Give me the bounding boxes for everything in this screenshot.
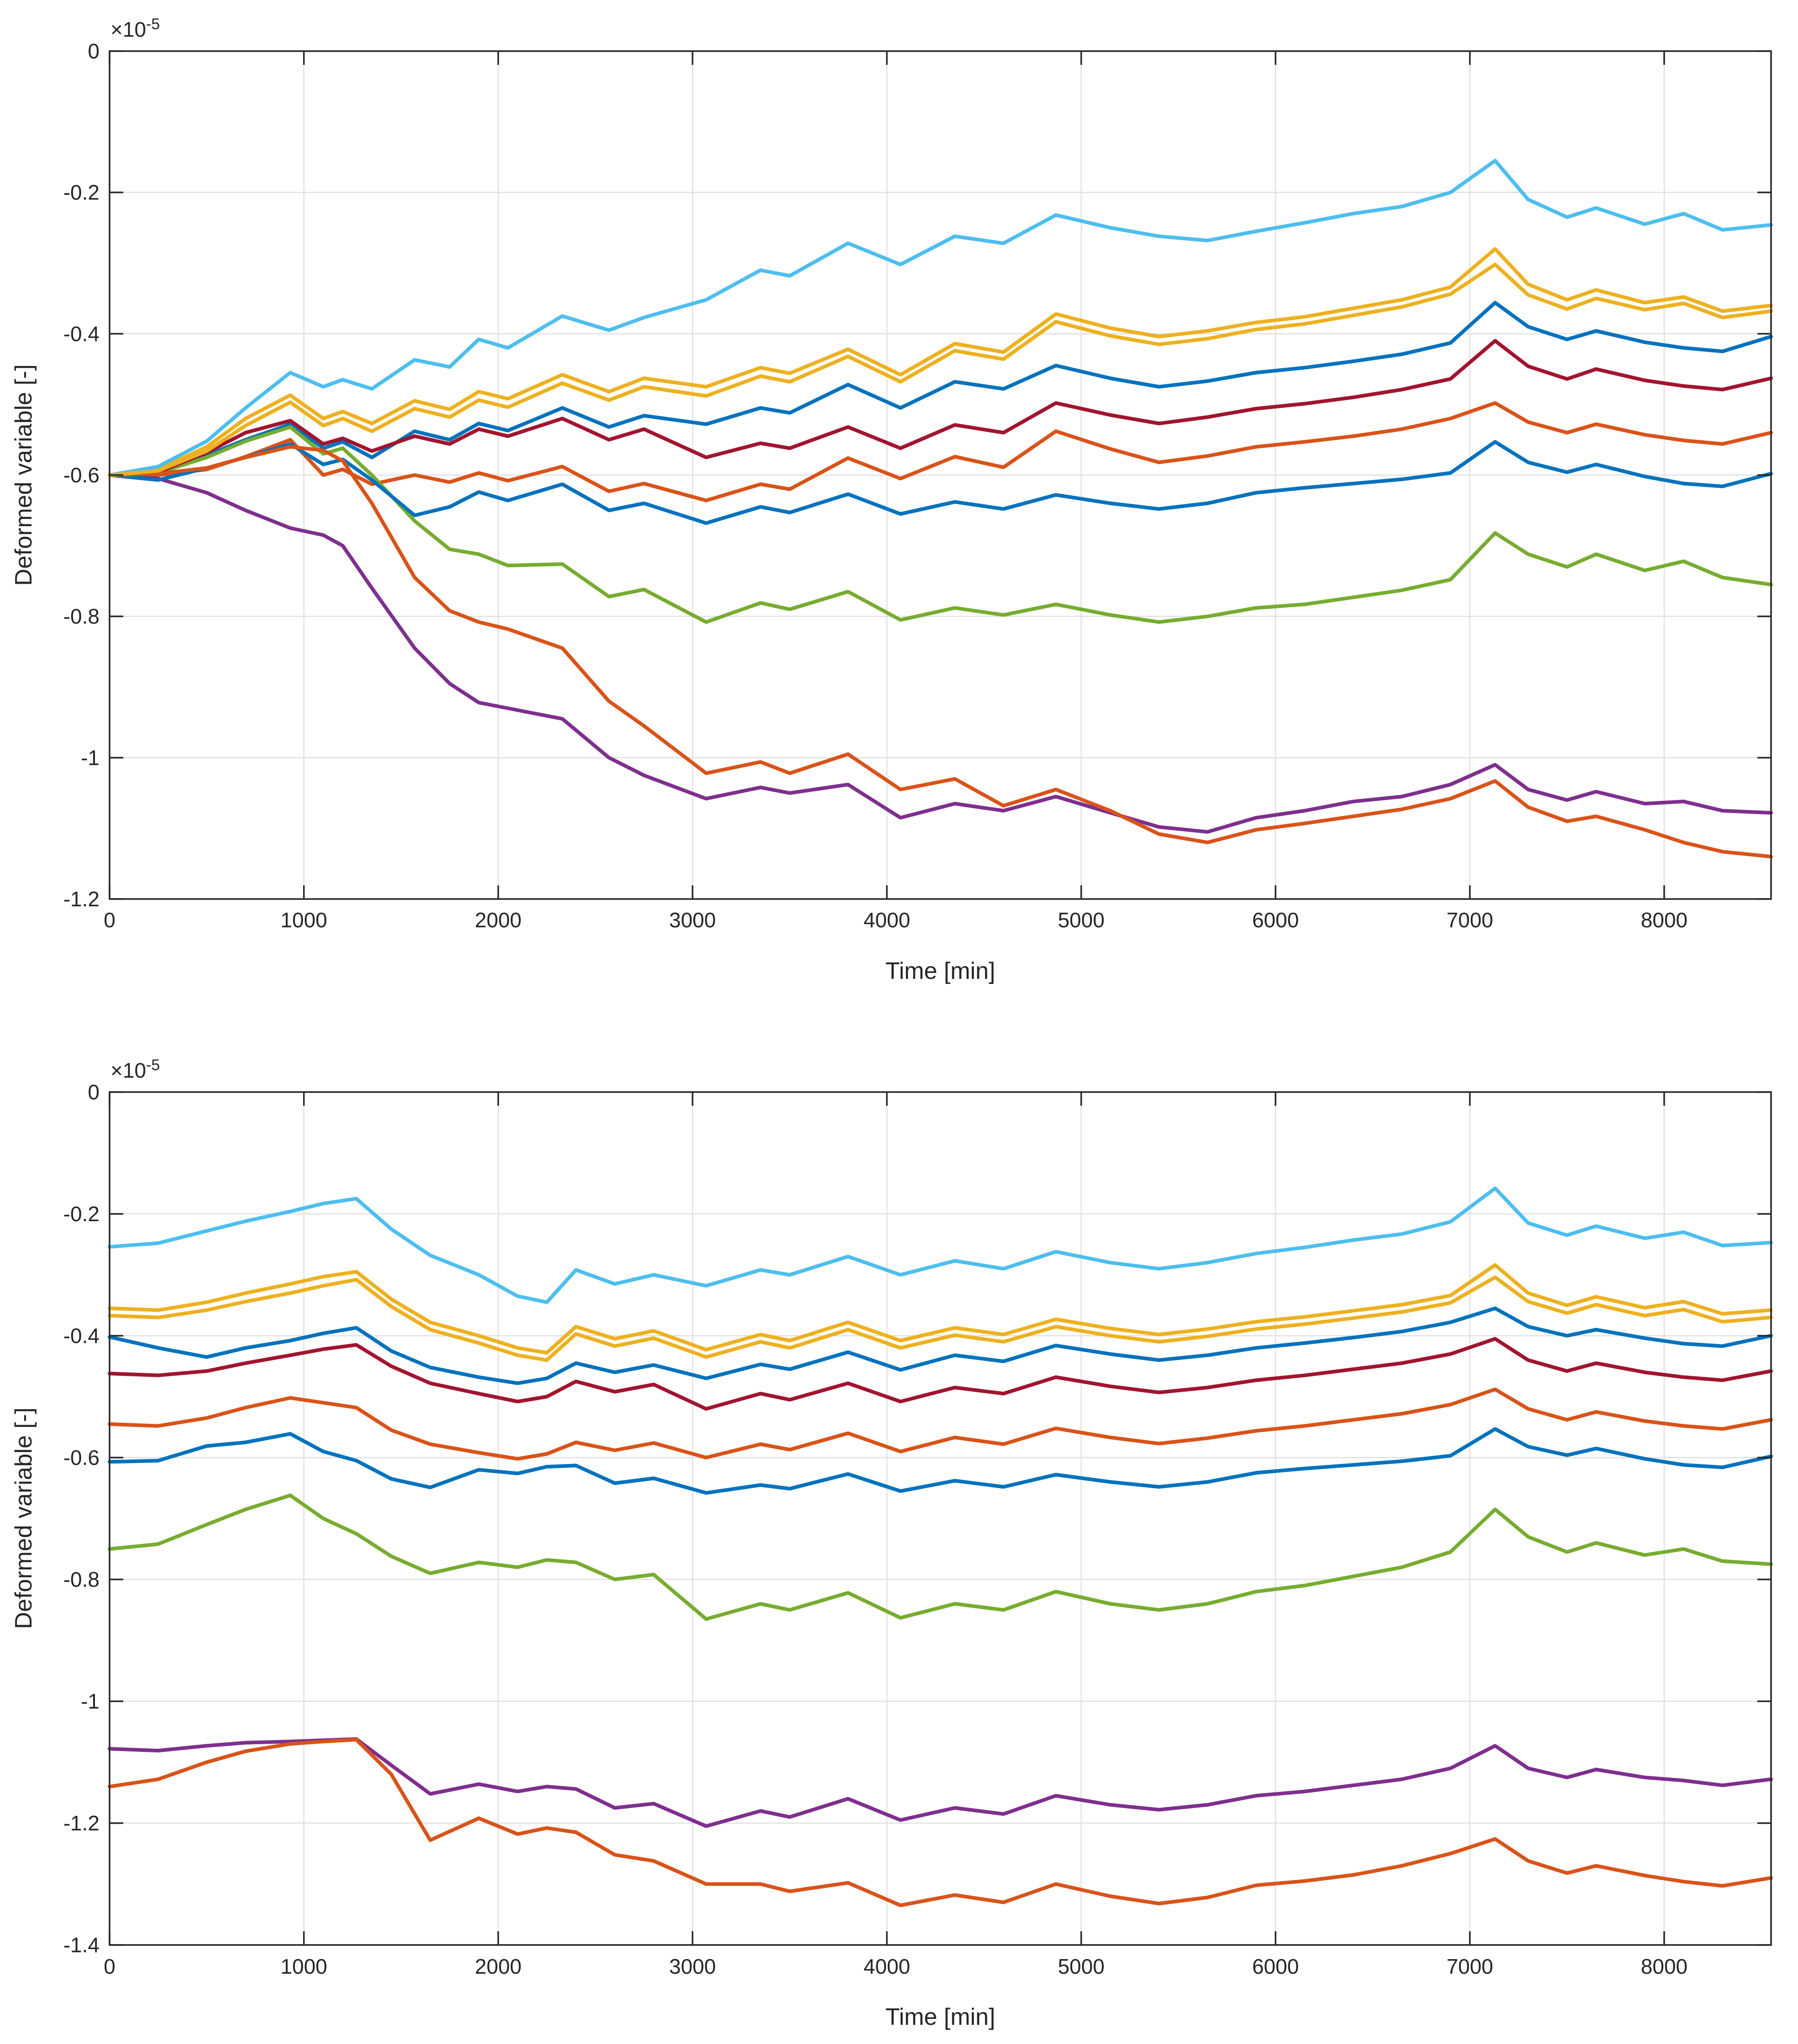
y-tick-label: -1.2 (63, 887, 100, 911)
y-tick-label: -0.6 (63, 463, 100, 487)
x-tick-label: 4000 (864, 908, 910, 932)
series-line-5-green (108, 425, 1773, 624)
series-line-1-blue (108, 1306, 1773, 1385)
series-line-3-yellow (108, 247, 1773, 477)
x-tick-label: 0 (104, 908, 115, 932)
x-tick-label: 7000 (1447, 908, 1493, 932)
y-axis-label-top: Deformed variable [-] (10, 364, 37, 586)
y-tick-label: -0.4 (63, 1324, 100, 1348)
x-tick-label: 6000 (1252, 908, 1299, 932)
x-tick-label: 8000 (1641, 908, 1688, 932)
x-axis-label-top: Time [min] (885, 958, 996, 984)
y-tick-label: 0 (88, 1080, 100, 1104)
y-tick-label: -0.2 (63, 1202, 100, 1226)
x-tick-label: 3000 (669, 908, 716, 932)
y-tick-label: -1.4 (63, 1933, 100, 1957)
x-tick-label: 7000 (1447, 1955, 1493, 1978)
x-tick-label: 5000 (1058, 908, 1104, 932)
series-line-6-cyan (108, 159, 1773, 477)
series-line-7-maroon (108, 339, 1773, 477)
y-axis-exponent-top: ×10-5 (110, 16, 160, 42)
y-tick-label: -1 (81, 746, 100, 769)
series-line-2-orange (108, 1387, 1773, 1461)
series-line-5-green (108, 1493, 1773, 1621)
x-tick-label: 1000 (281, 1955, 327, 1978)
y-tick-label: -0.8 (63, 1568, 100, 1591)
y-tick-label: -0.4 (63, 322, 100, 345)
x-axis-label-bottom: Time [min] (885, 2004, 996, 2030)
x-tick-label: 8000 (1641, 1955, 1688, 1978)
series-line-4-purple (108, 473, 1773, 834)
x-tick-label: 1000 (281, 908, 327, 932)
y-tick-label: 0 (88, 39, 100, 63)
series-line-6-cyan (108, 1186, 1773, 1304)
axes-box (109, 1091, 1772, 1946)
series-line-1-blue (108, 301, 1773, 477)
y-axis-label-bottom: Deformed variable [-] (10, 1407, 37, 1629)
x-tick-label: 2000 (475, 1955, 521, 1978)
series-line-10-yellow (108, 262, 1773, 477)
y-tick-label: -0.8 (63, 605, 100, 628)
y-tick-label: -1 (81, 1689, 100, 1713)
series-line-8-blue (108, 1427, 1773, 1495)
x-tick-label: 0 (104, 1955, 115, 1978)
series-line-10-yellow (108, 1275, 1773, 1362)
series-line-9-orange (108, 445, 1773, 859)
x-tick-label: 5000 (1058, 1955, 1104, 1978)
y-tick-label: -0.2 (63, 181, 100, 204)
series-line-7-maroon (108, 1337, 1773, 1411)
series-line-4-purple (108, 1737, 1773, 1828)
y-axis-exponent-bottom: ×10-5 (110, 1056, 160, 1082)
x-tick-label: 3000 (669, 1955, 716, 1978)
x-tick-label: 6000 (1252, 1955, 1299, 1978)
y-tick-label: -1.2 (63, 1811, 100, 1835)
series-line-3-yellow (108, 1263, 1773, 1355)
x-tick-label: 4000 (864, 1955, 910, 1978)
series-line-8-blue (108, 440, 1773, 525)
y-tick-label: -0.6 (63, 1446, 100, 1469)
series-line-9-orange (108, 1738, 1773, 1908)
x-tick-label: 2000 (475, 908, 521, 932)
